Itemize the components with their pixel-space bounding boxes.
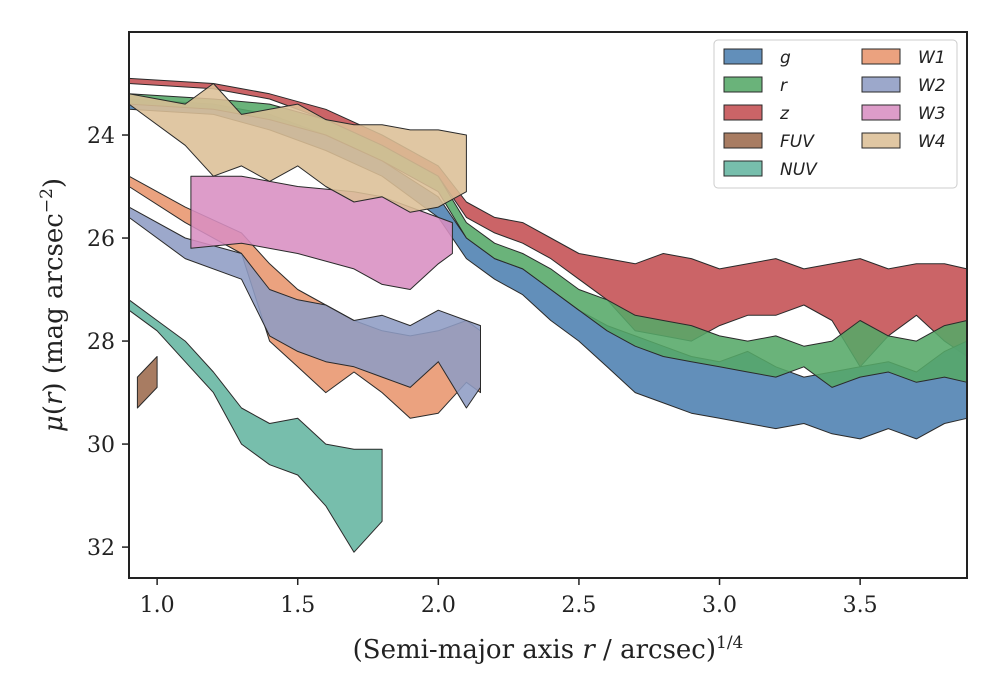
- plot-frame: [128, 31, 968, 579]
- legend-label-g: g: [780, 48, 791, 68]
- x-axis-title: (Semi-major axis r / arcsec)1/4: [353, 633, 744, 665]
- legend-swatch-w3: [861, 104, 901, 121]
- series-band-w4: [128, 83, 467, 213]
- series-band-fuv: [136, 356, 158, 409]
- x-tick-label: 3.0: [702, 593, 737, 618]
- x-tick-label: 3.5: [843, 593, 878, 618]
- legend-label-fuv: FUV: [780, 132, 815, 152]
- y-tick-label: 24: [87, 124, 115, 149]
- series-band-nuv: [128, 299, 383, 553]
- legend-swatch-w4: [861, 132, 901, 149]
- y-axis: 24 26 28 30 32: [87, 124, 129, 561]
- y-tick-label: 32: [87, 536, 115, 561]
- legend-label-w3: W3: [918, 104, 946, 124]
- legend-swatch-nuv: [723, 160, 763, 177]
- legend-swatch-g: [723, 48, 763, 65]
- legend-label-r: r: [780, 76, 788, 96]
- y-tick-label: 28: [87, 330, 115, 355]
- x-tick-label: 1.5: [280, 593, 315, 618]
- legend-label-w4: W4: [918, 132, 946, 152]
- legend: grz FUV NUV W1 W2 W3 W4: [713, 39, 958, 189]
- legend-label-z: z: [779, 104, 790, 124]
- x-tick-label: 2.0: [421, 593, 456, 618]
- legend-swatch-w2: [861, 76, 901, 93]
- legend-swatch-w1: [861, 48, 901, 65]
- legend-swatch-z: [723, 104, 763, 121]
- legend-swatch-fuv: [723, 132, 763, 149]
- x-tick-label: 2.5: [561, 593, 596, 618]
- legend-label-w1: W1: [918, 48, 946, 68]
- series-layer: [128, 77, 968, 553]
- legend-swatch-r: [723, 76, 763, 93]
- x-tick-label: 1.0: [140, 593, 175, 618]
- y-axis-title: μ(r) (mag arcsec−2): [37, 178, 69, 432]
- legend-label-w2: W2: [918, 76, 946, 96]
- series-band-w2: [128, 206, 481, 409]
- legend-label-nuv: NUV: [780, 160, 818, 180]
- y-tick-label: 26: [87, 227, 115, 252]
- x-axis: 1.0 1.5 2.0 2.5 3.0 3.5: [140, 578, 878, 618]
- y-tick-label: 30: [87, 433, 115, 458]
